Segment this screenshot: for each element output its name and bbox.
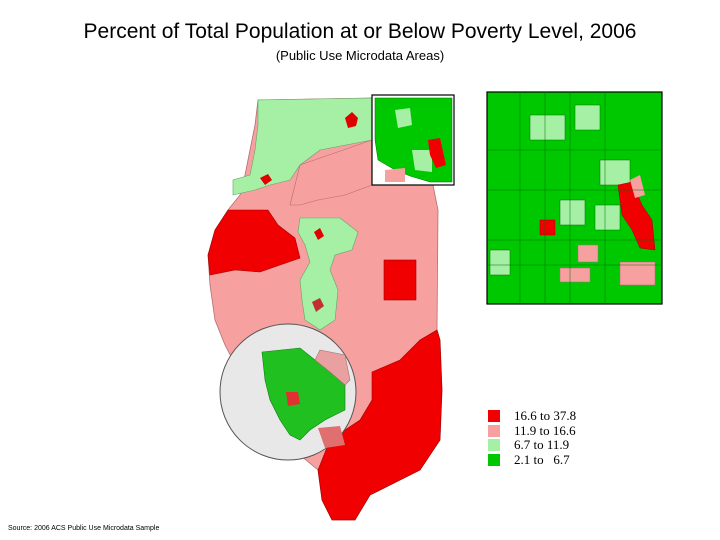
inset-region-light-1 — [529, 114, 566, 141]
region-chicago-pink — [385, 168, 405, 182]
region-springfield-red — [312, 298, 324, 312]
region-stlouis-south — [318, 426, 345, 448]
region-northwest-light-green — [232, 97, 373, 196]
inset-region-pink-3 — [577, 244, 599, 263]
region-west-red — [207, 209, 301, 276]
region-rockisland-red — [260, 174, 272, 185]
legend-label: 16.6 to 37.8 — [514, 408, 577, 424]
region-chicago-green — [374, 97, 453, 183]
inset-region-pink-2 — [619, 261, 656, 286]
region-champaign-red — [383, 259, 417, 301]
inset-region-light-4 — [594, 204, 621, 231]
legend-label: 2.1 to 6.7 — [514, 451, 570, 467]
inset-region-light-5 — [559, 199, 586, 226]
inset-region-light-3 — [599, 159, 631, 186]
region-rockford-red — [345, 112, 358, 128]
inset-region-light-2 — [574, 104, 601, 131]
legend-item: 6.7 to 11.9 — [488, 437, 576, 453]
region-southeast-red — [317, 329, 443, 521]
chicago-highlight-box — [371, 94, 455, 186]
region-stlouis-pink-east — [314, 349, 351, 386]
inset-region-grid-lines — [487, 92, 662, 304]
region-chicago-light-2 — [412, 150, 432, 172]
inset-region-light-6 — [489, 249, 511, 276]
legend-swatch — [488, 453, 500, 466]
map-title: Percent of Total Population at or Below … — [83, 20, 637, 43]
legend-item: 11.9 to 16.6 — [488, 422, 576, 439]
inset-region-pink-1 — [559, 267, 591, 283]
inset-region-pink-4 — [630, 175, 645, 198]
region-chicago-light — [395, 108, 412, 128]
legend-label: 11.9 to 16.6 — [514, 422, 576, 438]
legend-swatch — [488, 439, 500, 452]
legend-label: 6.7 to 11.9 — [514, 437, 570, 453]
map-legend: 16.6 to 37.8 11.9 to 16.6 6.7 to 11.9 2.… — [488, 408, 577, 468]
map-subtitle: (Public Use Microdata Areas) — [275, 48, 445, 63]
region-chicago-red — [428, 138, 446, 168]
legend-swatch — [488, 410, 500, 423]
legend-item: 2.1 to 6.7 — [488, 451, 576, 468]
source-note: Source: 2006 ACS Public Use Microdata Sa… — [8, 525, 160, 532]
legend-swatch — [488, 424, 500, 437]
region-stlouis-red — [286, 392, 300, 406]
legend-item: 16.6 to 37.8 — [488, 408, 577, 424]
inset-region-red-center — [539, 219, 556, 236]
region-peoria-red — [314, 228, 324, 240]
